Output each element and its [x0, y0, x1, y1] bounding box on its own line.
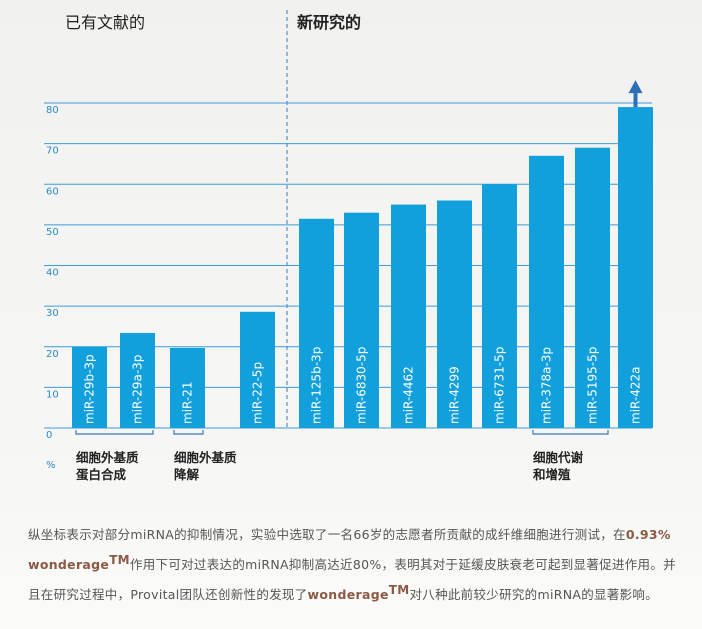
y-tick-label: 50 [46, 227, 59, 238]
bar [72, 346, 107, 428]
bar [618, 107, 653, 428]
bar-label: miR-422a [629, 367, 643, 424]
y-tick-label: 20 [46, 349, 59, 360]
right-header: 新研究的 [297, 13, 361, 32]
group-label: 细胞外基质 [174, 450, 237, 465]
bar-label: miR-5195-5p [586, 347, 600, 424]
arrow-head [628, 80, 643, 94]
bar [120, 332, 155, 428]
group-label: 细胞代谢 [533, 450, 584, 465]
group-label: 细胞外基质 [76, 450, 139, 465]
text: 作用下可对过表达的miRNA抑制高达近80%，表明其对于延缓皮肤衰老可起到显著促… [28, 557, 676, 602]
chart: 已有文献的 新研究的 0 10 20 30 40 50 60 70 80% miR-29b-3p m… [44, 10, 653, 482]
y-tick-label: 30 [46, 308, 59, 319]
bar-label: miR-29a-3p [131, 355, 145, 424]
y-tick-label: 80 [46, 105, 59, 116]
bar-label: miR-21 [181, 382, 195, 424]
group-label: 降解 [174, 467, 200, 482]
bar-label: miR-6830-5p [355, 347, 369, 424]
bar-label: miR-29b-3p [83, 354, 97, 424]
y-tick-label: 40 [46, 268, 59, 279]
text: 对八种此前较少研究的miRNA的显著影响。 [409, 587, 659, 602]
bar [529, 155, 564, 428]
group-bracket [173, 430, 204, 435]
bar [575, 147, 610, 428]
bar [240, 311, 275, 428]
y-tick-label: 10 [46, 389, 59, 400]
bar-label: miR-378a-3p [540, 347, 554, 424]
bar [437, 200, 472, 428]
group-label: 蛋白合成 [76, 467, 127, 482]
y-tick-label: 0 [46, 430, 52, 441]
bar [391, 204, 426, 428]
group-label: 和增殖 [532, 467, 571, 482]
bar [344, 212, 379, 428]
superscript: TM [109, 552, 130, 567]
bar-label: miR-125b-3p [310, 347, 324, 424]
bar-label: miR-4462 [402, 366, 416, 424]
left-header: 已有文献的 [65, 13, 145, 32]
bar-label: miR-22-5p [251, 362, 265, 424]
bar [170, 347, 205, 428]
highlight: wonderage [307, 587, 389, 602]
y-tick-label: 60 [46, 186, 59, 197]
bar-label: miR-6731-5p [493, 347, 507, 424]
text: 纵坐标表示对部分miRNA的抑制情况，实验中选取了一名66岁的志愿者所贡献的成纤… [28, 527, 626, 542]
paragraph: 纵坐标表示对部分miRNA的抑制情况，实验中选取了一名66岁的志愿者所贡献的成纤… [28, 520, 680, 610]
bar [299, 218, 334, 428]
y-unit: % [46, 460, 56, 471]
group-bracket [75, 430, 154, 435]
y-tick-label: 70 [46, 146, 59, 157]
group-bracket [532, 430, 609, 435]
bar-label: miR-4299 [448, 366, 462, 424]
highlight: 0.93% wonderage [28, 527, 671, 572]
bar [482, 184, 517, 428]
superscript: TM [388, 582, 410, 597]
